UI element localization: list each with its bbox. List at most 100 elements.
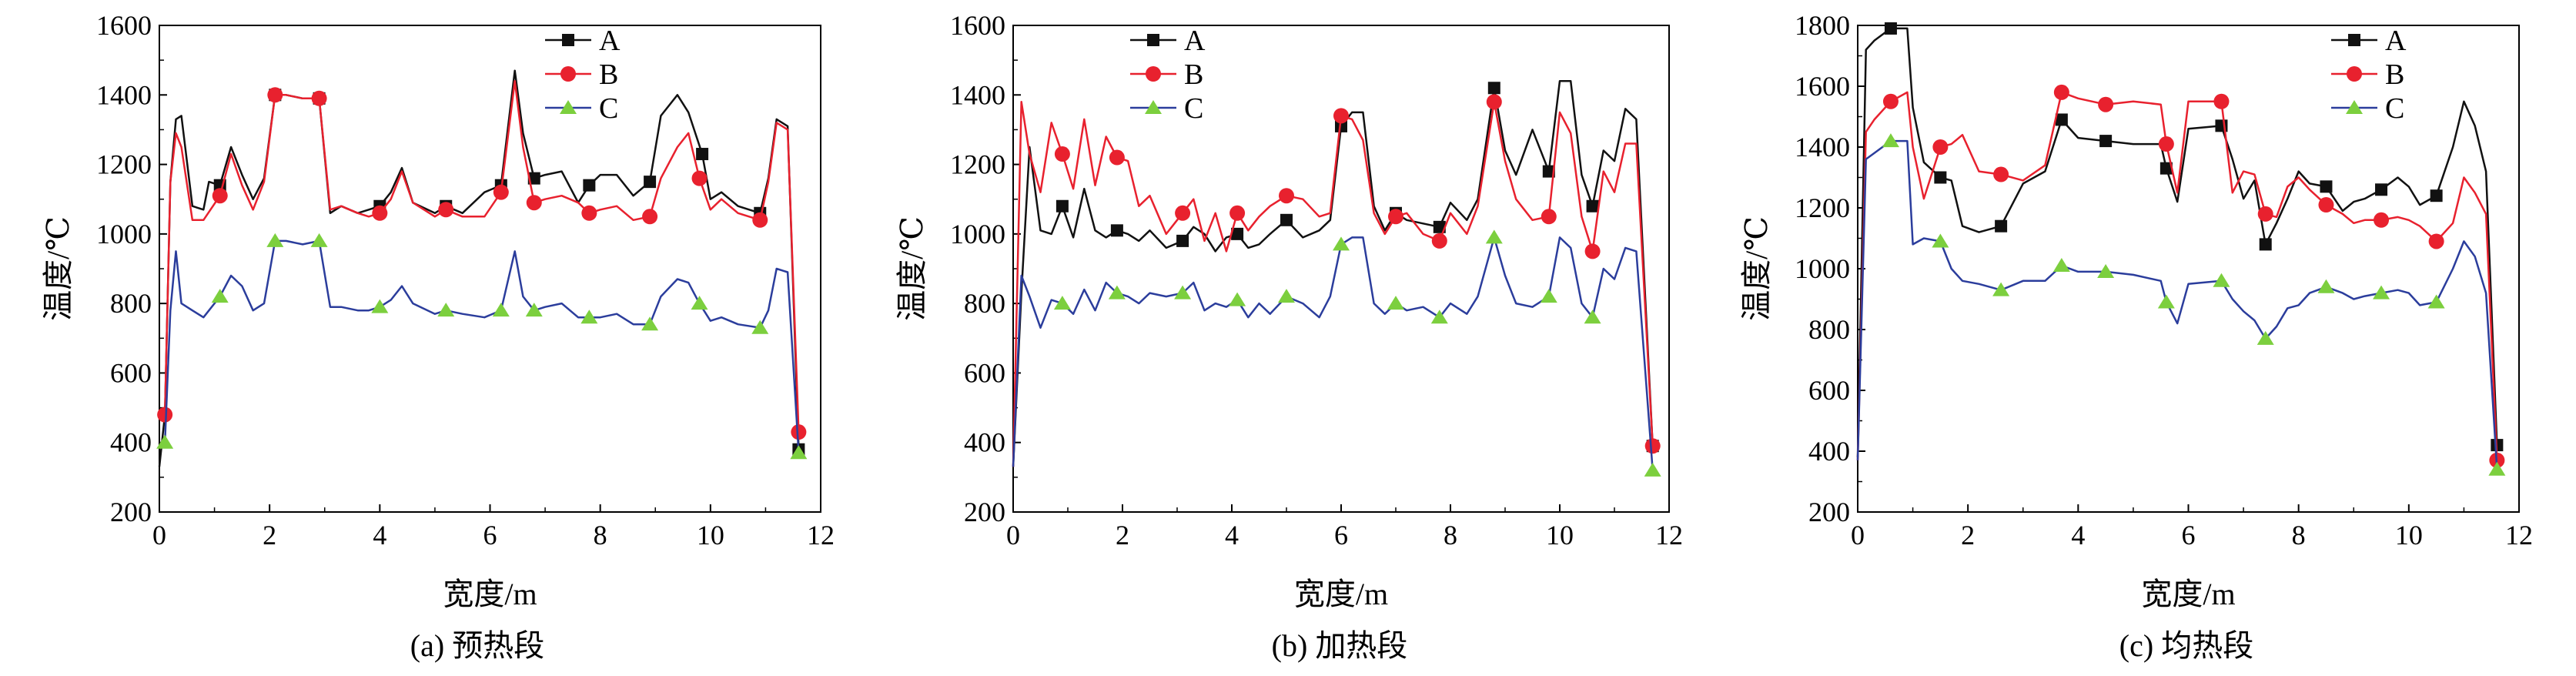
x-tick-label: 8	[1444, 520, 1457, 551]
y-tick-label: 600	[1808, 375, 1850, 406]
data-point-A	[2320, 180, 2333, 193]
panel-caption: (c) 均热段	[2119, 628, 2253, 663]
data-point-B	[1882, 93, 1899, 109]
data-point-B	[2318, 197, 2334, 213]
series-markers-A	[1884, 22, 2504, 452]
x-tick-label: 12	[1655, 520, 1683, 551]
data-point-C	[1644, 462, 1661, 477]
data-point-B	[2428, 233, 2444, 249]
data-point-A	[527, 172, 540, 185]
data-point-A	[2259, 238, 2272, 251]
x-tick-label: 12	[807, 520, 835, 551]
y-tick-label: 400	[1808, 436, 1850, 467]
data-point-C	[1932, 233, 1949, 248]
data-point-B	[372, 205, 388, 221]
data-point-B	[1486, 94, 1502, 110]
x-tick-label: 8	[2292, 520, 2306, 551]
legend-marker-B	[1146, 66, 1161, 82]
series-markers-B	[1054, 94, 1661, 454]
data-point-B	[267, 87, 283, 103]
data-point-C	[1882, 133, 1899, 148]
y-tick-label: 1000	[96, 219, 152, 249]
data-point-C	[2097, 263, 2115, 278]
series-markers-C	[156, 233, 808, 460]
legend-label-A: A	[599, 25, 621, 57]
data-point-C	[492, 303, 510, 317]
series-line-A	[1012, 79, 1654, 467]
data-point-A	[696, 148, 709, 161]
data-point-B	[1993, 166, 2009, 182]
x-tick-label: 10	[697, 520, 724, 551]
y-tick-label: 200	[1808, 497, 1850, 527]
legend-label-C: C	[2385, 92, 2404, 125]
data-point-B	[438, 202, 454, 218]
x-axis-label: 宽度/m	[443, 577, 537, 611]
series-line-C	[1012, 236, 1654, 470]
data-point-C	[1278, 289, 1295, 303]
legend-label-A: A	[2385, 25, 2407, 57]
x-tick-label: 10	[2395, 520, 2423, 551]
data-point-C	[2257, 330, 2274, 345]
y-tick-label: 400	[110, 427, 152, 458]
data-point-B	[581, 205, 597, 221]
legend-label-B: B	[1184, 59, 1203, 91]
y-tick-label: 1800	[1795, 10, 1850, 41]
legend-marker-C	[2346, 100, 2363, 114]
y-tick-label: 1200	[96, 149, 152, 180]
legend: ABC	[545, 25, 621, 125]
y-tick-label: 1200	[950, 149, 1005, 180]
data-point-C	[1992, 282, 2010, 296]
y-tick-label: 200	[964, 497, 1005, 527]
series-markers-A	[1055, 82, 1659, 453]
series-line-A	[158, 69, 800, 467]
legend: ABC	[1130, 25, 1206, 125]
plot-frame	[1012, 25, 1670, 513]
plot-frame	[159, 25, 821, 513]
data-point-C	[2427, 294, 2445, 309]
legend-marker-C	[560, 100, 577, 114]
data-point-B	[1279, 188, 1294, 204]
y-tick-label: 1600	[950, 10, 1005, 41]
y-tick-label: 600	[110, 357, 152, 388]
data-point-C	[1229, 292, 1246, 306]
data-point-A	[1110, 224, 1123, 237]
x-tick-label: 6	[483, 520, 497, 551]
y-tick-label: 1200	[1795, 192, 1850, 223]
data-point-B	[1229, 205, 1246, 221]
data-point-B	[2213, 93, 2230, 109]
data-point-A	[1055, 199, 1069, 213]
y-tick-label: 1400	[96, 79, 152, 110]
series-markers-C	[1053, 229, 1661, 477]
series-line-B	[159, 79, 800, 433]
plot-frame	[1857, 25, 2520, 513]
series-markers-B	[157, 87, 807, 440]
legend-label-B: B	[2385, 59, 2404, 91]
series-markers-C	[1882, 133, 2506, 476]
legend-marker-A	[562, 34, 574, 46]
x-tick-label: 6	[1334, 520, 1348, 551]
data-point-B	[2053, 84, 2069, 100]
data-point-A	[1231, 227, 1244, 240]
x-tick-label: 0	[1006, 520, 1020, 551]
data-point-B	[2098, 96, 2114, 112]
data-point-B	[642, 209, 658, 225]
data-point-C	[310, 233, 328, 247]
data-point-A	[1433, 220, 1446, 233]
legend-label-B: B	[599, 59, 618, 91]
y-tick-label: 800	[964, 288, 1005, 319]
y-axis-label: 温度/℃	[41, 216, 75, 321]
chart-panel-2: 200 400 600 800 1000 1200 1400 1600 1800 0 2 4 6 8 10 1…	[1739, 10, 2533, 663]
data-point-C	[1540, 289, 1557, 303]
x-tick-label: 4	[2071, 520, 2085, 551]
data-point-B	[691, 170, 708, 186]
y-tick-label: 1000	[1795, 253, 1850, 284]
y-tick-label: 800	[110, 288, 152, 319]
data-point-C	[525, 303, 543, 317]
data-point-A	[1542, 165, 1555, 178]
data-point-C	[1387, 296, 1404, 310]
data-point-B	[212, 188, 228, 204]
data-point-B	[526, 195, 542, 211]
legend-label-C: C	[599, 92, 618, 125]
data-point-C	[2373, 285, 2390, 300]
data-point-C	[2052, 258, 2070, 273]
